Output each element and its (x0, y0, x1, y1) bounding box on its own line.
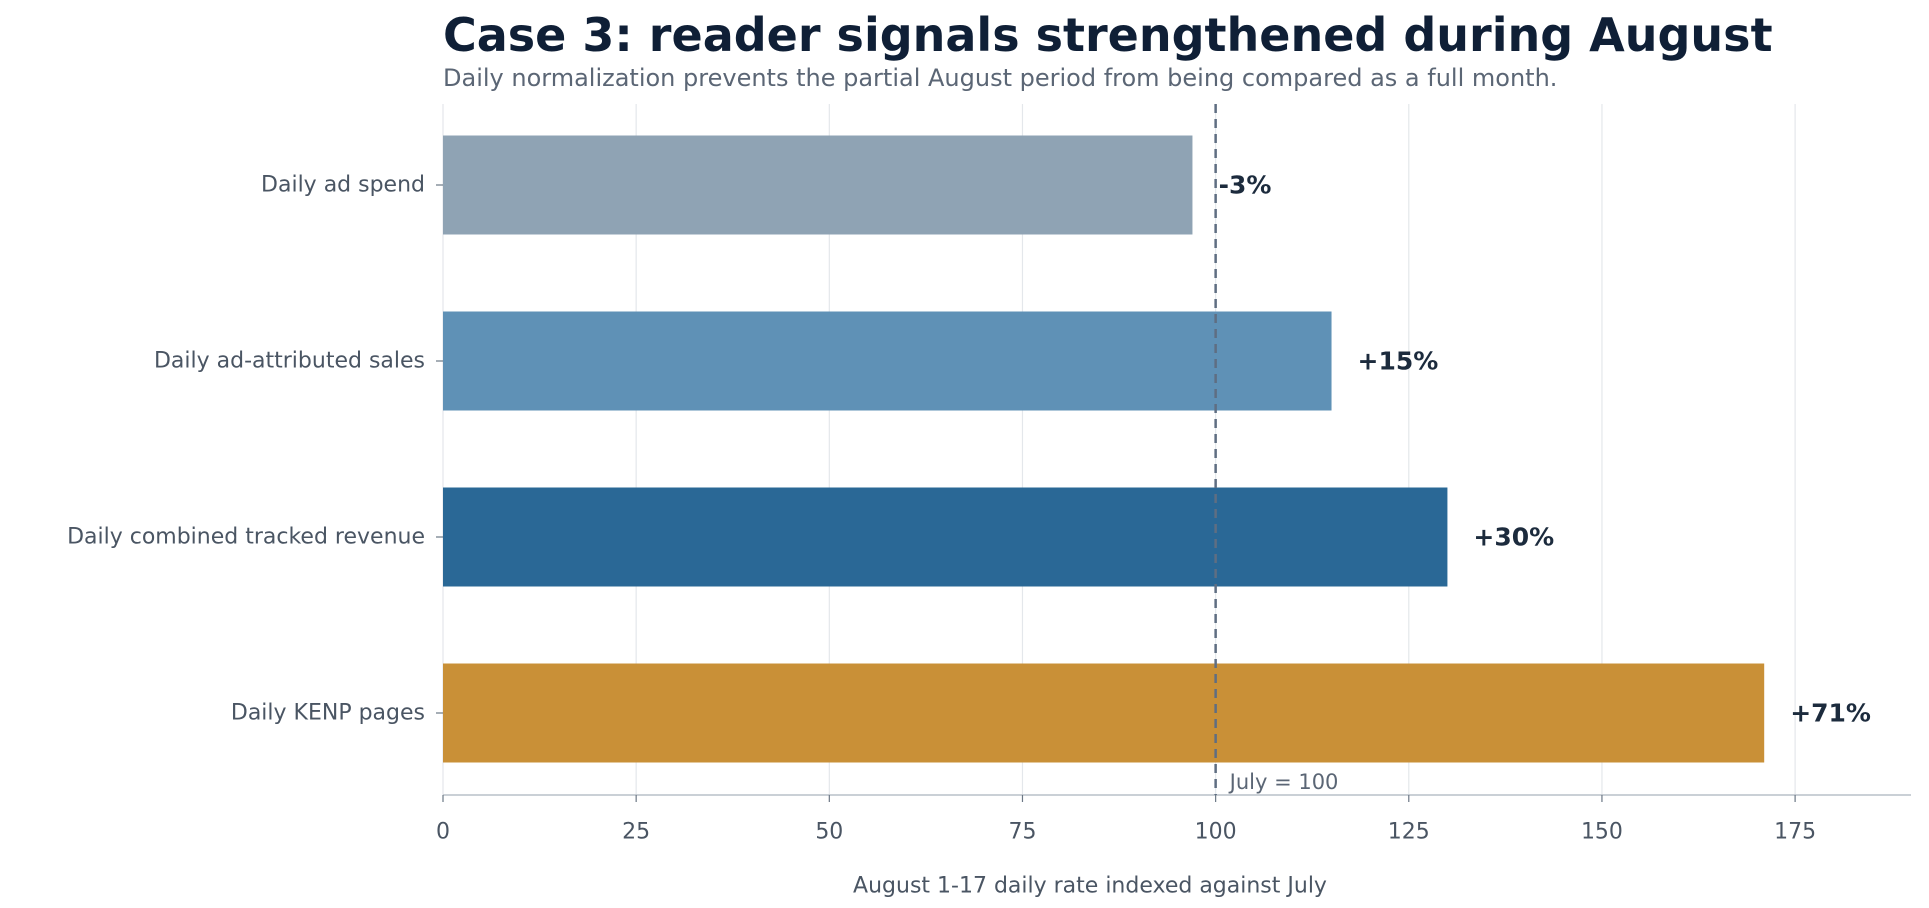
x-tick-label: 25 (622, 820, 650, 845)
x-tick-label: 0 (436, 820, 450, 845)
bar (443, 135, 1193, 235)
x-tick-label: 150 (1581, 820, 1623, 845)
chart-title: Case 3: reader signals strengthened duri… (443, 8, 1773, 62)
bar (443, 663, 1765, 763)
category-label: Daily KENP pages (231, 701, 425, 726)
bar (443, 311, 1332, 411)
category-label: Daily combined tracked revenue (67, 525, 425, 550)
x-tick-label: 125 (1388, 820, 1430, 845)
x-tick-label: 50 (815, 820, 843, 845)
x-tick-label: 100 (1195, 820, 1237, 845)
x-tick-label: 175 (1774, 820, 1816, 845)
category-label: Daily ad spend (261, 173, 425, 198)
reference-line-label: July = 100 (1228, 770, 1339, 794)
data-label: -3% (1219, 171, 1272, 200)
x-tick-label: 75 (1008, 820, 1036, 845)
category-label: Daily ad-attributed sales (154, 349, 425, 374)
data-label: +71% (1790, 699, 1871, 728)
chart-subtitle: Daily normalization prevents the partial… (443, 64, 1558, 92)
data-label: +15% (1358, 347, 1439, 376)
bar (443, 487, 1448, 587)
data-label: +30% (1473, 523, 1554, 552)
x-axis-title: August 1-17 daily rate indexed against J… (853, 874, 1327, 899)
